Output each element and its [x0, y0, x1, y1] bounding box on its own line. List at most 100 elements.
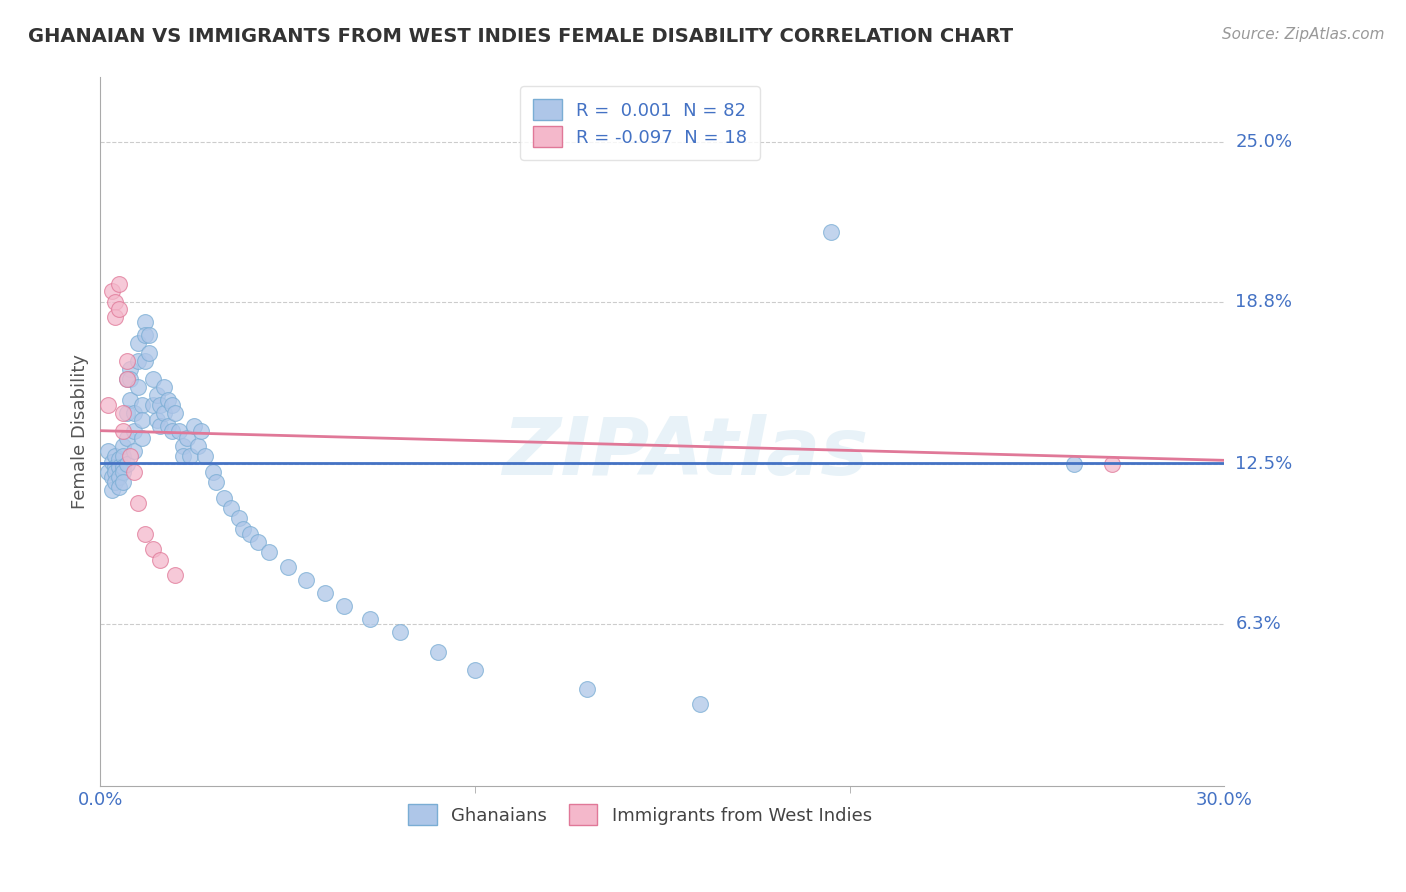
Point	[689, 697, 711, 711]
Point	[165, 406, 187, 420]
Point	[160, 398, 183, 412]
Point	[176, 431, 198, 445]
Text: Source: ZipAtlas.com: Source: ZipAtlas.com	[1222, 27, 1385, 42]
Point	[122, 424, 145, 438]
Point	[108, 277, 131, 291]
Text: 12.5%: 12.5%	[1236, 455, 1292, 473]
Point	[115, 372, 138, 386]
Point	[257, 545, 280, 559]
Point	[149, 418, 172, 433]
Point	[127, 496, 149, 510]
Point	[167, 424, 190, 438]
Point	[100, 483, 122, 497]
Point	[115, 372, 138, 386]
Legend: Ghanaians, Immigrants from West Indies: Ghanaians, Immigrants from West Indies	[399, 796, 882, 834]
Point	[97, 444, 120, 458]
Point	[194, 450, 217, 464]
Point	[820, 225, 842, 239]
Point	[172, 439, 194, 453]
Point	[149, 552, 172, 566]
Point	[160, 424, 183, 438]
Point	[156, 418, 179, 433]
Point	[153, 406, 176, 420]
Point	[145, 413, 167, 427]
Text: 6.3%: 6.3%	[1236, 615, 1281, 633]
Point	[149, 398, 172, 412]
Point	[104, 465, 127, 479]
Point	[97, 465, 120, 479]
Point	[187, 439, 209, 453]
Point	[138, 346, 160, 360]
Point	[111, 459, 134, 474]
Point	[127, 354, 149, 368]
Point	[172, 450, 194, 464]
Text: ZIPAtlas: ZIPAtlas	[502, 414, 868, 492]
Point	[122, 465, 145, 479]
Point	[127, 336, 149, 351]
Point	[115, 457, 138, 471]
Point	[142, 542, 165, 557]
Point	[153, 380, 176, 394]
Point	[100, 285, 122, 299]
Point	[246, 534, 269, 549]
Point	[228, 511, 250, 525]
Point	[389, 624, 412, 639]
Point	[111, 475, 134, 490]
Point	[115, 406, 138, 420]
Point	[190, 424, 212, 438]
Point	[212, 491, 235, 505]
Point	[333, 599, 356, 613]
Point	[183, 418, 205, 433]
Point	[111, 439, 134, 453]
Point	[104, 294, 127, 309]
Point	[108, 470, 131, 484]
Point	[165, 568, 187, 582]
Point	[138, 328, 160, 343]
Point	[104, 310, 127, 325]
Point	[122, 406, 145, 420]
Point	[111, 450, 134, 464]
Point	[239, 526, 262, 541]
Point	[576, 681, 599, 696]
Point	[205, 475, 228, 490]
Point	[120, 392, 142, 407]
Point	[426, 645, 449, 659]
Point	[142, 372, 165, 386]
Point	[359, 612, 381, 626]
Point	[201, 465, 224, 479]
Point	[100, 470, 122, 484]
Point	[156, 392, 179, 407]
Text: 18.8%: 18.8%	[1236, 293, 1292, 310]
Point	[295, 573, 318, 587]
Point	[115, 431, 138, 445]
Point	[108, 302, 131, 317]
Point	[111, 406, 134, 420]
Point	[221, 501, 243, 516]
Point	[232, 522, 254, 536]
Text: GHANAIAN VS IMMIGRANTS FROM WEST INDIES FEMALE DISABILITY CORRELATION CHART: GHANAIAN VS IMMIGRANTS FROM WEST INDIES …	[28, 27, 1014, 45]
Y-axis label: Female Disability: Female Disability	[72, 354, 89, 509]
Point	[314, 586, 336, 600]
Point	[134, 354, 156, 368]
Point	[108, 452, 131, 467]
Point	[120, 361, 142, 376]
Point	[111, 465, 134, 479]
Point	[131, 431, 153, 445]
Point	[464, 664, 486, 678]
Point	[120, 372, 142, 386]
Text: 25.0%: 25.0%	[1236, 133, 1292, 151]
Point	[277, 560, 299, 574]
Point	[1101, 457, 1123, 471]
Point	[97, 398, 120, 412]
Point	[127, 380, 149, 394]
Point	[108, 459, 131, 474]
Point	[108, 480, 131, 494]
Point	[115, 354, 138, 368]
Point	[122, 444, 145, 458]
Point	[134, 328, 156, 343]
Point	[134, 526, 156, 541]
Point	[131, 398, 153, 412]
Point	[104, 459, 127, 474]
Point	[145, 387, 167, 401]
Point	[120, 450, 142, 464]
